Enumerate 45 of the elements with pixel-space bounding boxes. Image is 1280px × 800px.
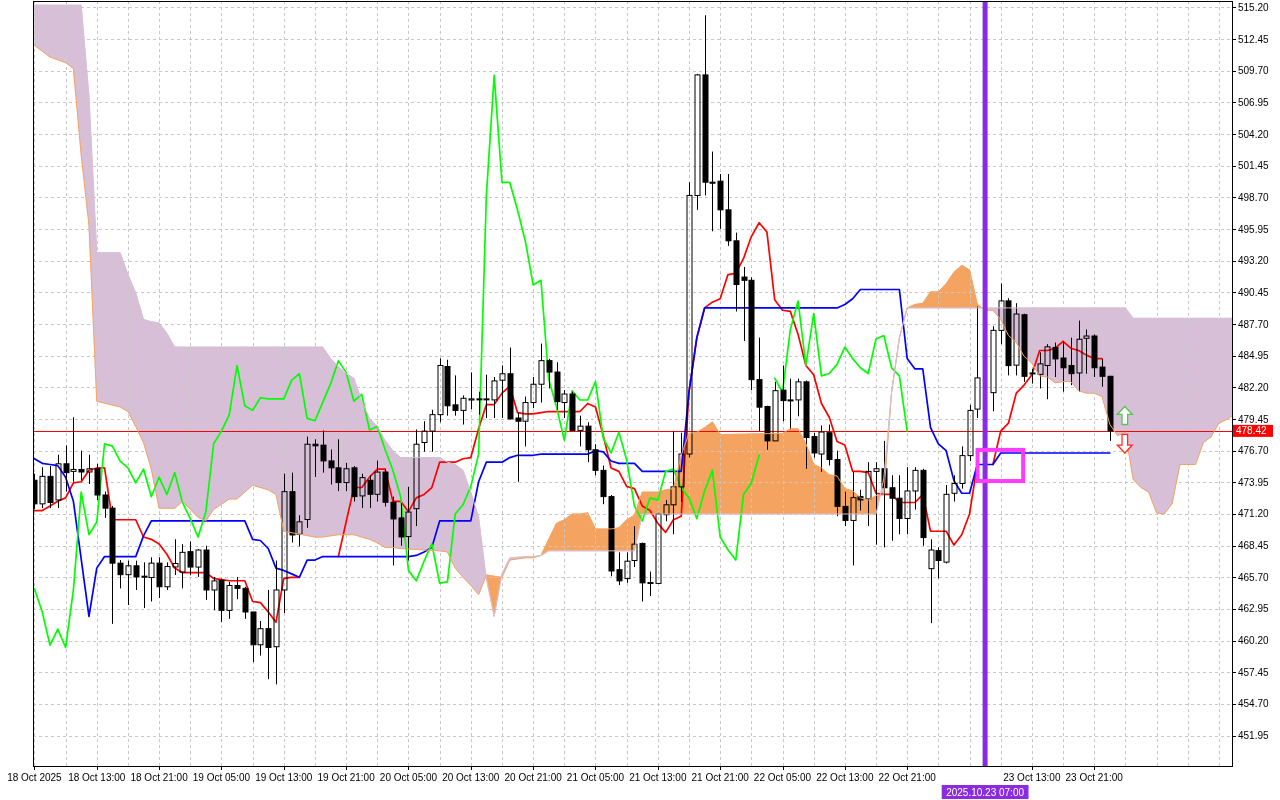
- x-tick-label: 20 Oct 05:00: [379, 771, 438, 783]
- y-tick-label: 476.70: [1238, 445, 1270, 457]
- x-tick-label: 21 Oct 21:00: [691, 771, 750, 783]
- candlestick: [413, 428, 420, 527]
- y-tick-label: 512.45: [1238, 33, 1270, 45]
- x-tick-label: 19 Oct 21:00: [317, 771, 376, 783]
- y-tick-label: 454.70: [1238, 698, 1270, 710]
- x-tick-label: 18 Oct 13:00: [68, 771, 126, 783]
- x-tick-label: 23 Oct 21:00: [1065, 771, 1124, 783]
- x-tick-label: 21 Oct 05:00: [566, 771, 625, 783]
- x-tick-label: 20 Oct 13:00: [442, 771, 500, 783]
- y-tick-label: 473.95: [1238, 476, 1270, 488]
- y-tick-label: 509.70: [1238, 65, 1270, 77]
- y-tick-label: 515.20: [1238, 1, 1270, 13]
- x-tick-label: 19 Oct 13:00: [255, 771, 313, 783]
- y-tick-label: 468.45: [1238, 540, 1270, 552]
- y-tick-label: 487.70: [1238, 318, 1270, 330]
- y-tick-label: 484.95: [1238, 350, 1270, 362]
- x-tick-label: 23 Oct 13:00: [1003, 771, 1061, 783]
- x-tick-label: 22 Oct 05:00: [753, 771, 812, 783]
- line-series: [33, 288, 1111, 618]
- y-tick-label: 460.20: [1238, 635, 1270, 647]
- x-tick-label: 18 Oct 21:00: [130, 771, 189, 783]
- x-tick-label: 22 Oct 21:00: [878, 771, 937, 783]
- y-tick-label: 451.95: [1238, 730, 1270, 742]
- y-tick-label: 506.95: [1238, 96, 1270, 108]
- x-tick-label: 21 Oct 13:00: [629, 771, 687, 783]
- y-tick-label: 501.45: [1238, 160, 1270, 172]
- y-tick-label: 457.45: [1238, 666, 1270, 678]
- y-tick-label: 462.95: [1238, 603, 1270, 615]
- x-tick-label: 18 Oct 2025: [7, 771, 63, 783]
- y-tick-label: 479.45: [1238, 413, 1270, 425]
- y-tick-label: 482.20: [1238, 381, 1270, 393]
- ref-line-label: 2025.10.23 07:00: [946, 786, 1025, 798]
- y-tick-label: 490.45: [1238, 286, 1270, 298]
- x-tick-label: 19 Oct 05:00: [192, 771, 251, 783]
- y-tick-label: 465.70: [1238, 571, 1270, 583]
- y-tick-label: 498.70: [1238, 191, 1270, 203]
- y-tick-label: 493.20: [1238, 255, 1270, 267]
- y-tick-label: 495.95: [1238, 223, 1270, 235]
- y-tick-label: 504.20: [1238, 128, 1270, 140]
- ref-line-label: 478.42: [1236, 425, 1268, 437]
- x-tick-label: 22 Oct 13:00: [816, 771, 874, 783]
- y-tick-label: 471.20: [1238, 508, 1270, 520]
- x-tick-label: 20 Oct 21:00: [504, 771, 563, 783]
